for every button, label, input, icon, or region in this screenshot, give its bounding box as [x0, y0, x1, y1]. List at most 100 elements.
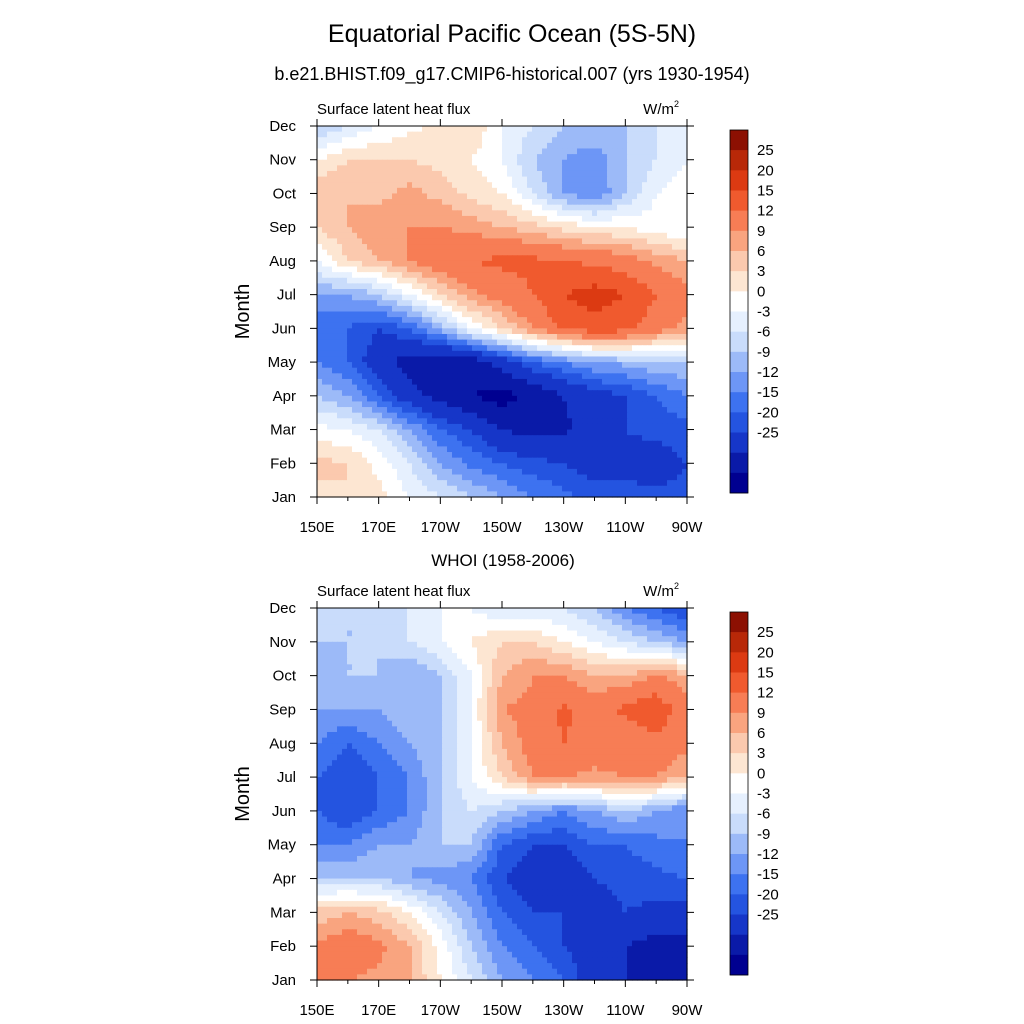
contour-cell — [632, 165, 638, 172]
contour-cell — [532, 210, 538, 217]
contour-cell — [572, 367, 578, 374]
contour-cell — [582, 339, 588, 346]
contour-cell — [517, 468, 523, 476]
contour-cell — [567, 463, 573, 470]
contour-cell — [592, 311, 598, 318]
contour-cell — [317, 165, 323, 172]
contour-cell — [472, 339, 478, 346]
contour-cell — [602, 238, 608, 245]
contour-cell — [502, 249, 508, 256]
contour-cell — [672, 384, 678, 391]
contour-cell — [362, 435, 368, 442]
contour-cell — [587, 390, 593, 397]
contour-cell — [407, 457, 413, 464]
contour-cell — [532, 159, 538, 166]
contour-cell — [437, 266, 443, 273]
contour-cell — [612, 407, 618, 414]
contour-cell — [322, 367, 328, 374]
contour-cell — [412, 423, 418, 431]
contour-cell — [612, 193, 618, 200]
contour-cell — [427, 395, 433, 403]
contour-cell — [627, 170, 633, 178]
contour-cell — [327, 474, 333, 481]
contour-cell — [327, 480, 333, 487]
contour-cell — [682, 423, 688, 431]
contour-cell — [367, 137, 373, 144]
contour-cell — [337, 227, 343, 234]
contour-cell — [552, 395, 558, 403]
contour-cell — [572, 429, 578, 436]
contour-cell — [467, 429, 473, 436]
contour-cell — [457, 232, 463, 240]
contour-cell — [412, 137, 418, 144]
contour-cell — [387, 423, 393, 431]
contour-cell — [482, 199, 488, 206]
contour-cell — [422, 333, 428, 341]
contour-cell — [402, 210, 408, 217]
contour-cell — [467, 204, 473, 211]
contour-cell — [422, 390, 428, 397]
contour-cell — [592, 457, 598, 464]
contour-cell — [347, 333, 353, 341]
contour-cell — [372, 283, 378, 290]
contour-cell — [487, 317, 493, 324]
contour-cell — [672, 244, 678, 251]
contour-cell — [622, 165, 628, 172]
contour-cell — [472, 137, 478, 144]
contour-cell — [392, 210, 398, 217]
contour-cell — [387, 294, 393, 301]
contour-cell — [447, 474, 453, 481]
contour-cell — [392, 322, 398, 329]
contour-cell — [537, 384, 543, 391]
contour-cell — [552, 193, 558, 200]
contour-cell — [447, 165, 453, 172]
contour-cell — [367, 204, 373, 211]
contour-cell — [657, 210, 663, 217]
contour-cell — [682, 255, 688, 262]
contour-cell — [682, 390, 688, 397]
contour-cell — [642, 480, 648, 487]
contour-cell — [652, 289, 658, 296]
contour-cell — [682, 266, 688, 273]
contour-cell — [427, 390, 433, 397]
contour-cell — [457, 300, 463, 307]
contour-cell — [397, 322, 403, 329]
contour-cell — [532, 378, 538, 386]
contour-cell — [532, 345, 538, 352]
contour-cell — [647, 272, 653, 279]
contour-cell — [682, 429, 688, 436]
contour-cell — [327, 395, 333, 403]
contour-cell — [377, 452, 383, 459]
contour-cell — [657, 154, 663, 161]
contour-cell — [582, 294, 588, 301]
contour-cell — [567, 395, 573, 403]
contour-cell — [682, 221, 688, 228]
contour-cell — [447, 378, 453, 386]
contour-cell — [512, 474, 518, 481]
contour-cell — [607, 480, 613, 487]
contour-cell — [367, 390, 373, 397]
contour-cell — [327, 210, 333, 217]
contour-cell — [517, 412, 523, 419]
contour-cell — [512, 272, 518, 279]
contour-cell — [377, 142, 383, 150]
contour-cell — [447, 452, 453, 459]
contour-cell — [532, 232, 538, 240]
contour-cell — [657, 193, 663, 200]
contour-cell — [602, 485, 608, 492]
contour-cell — [357, 232, 363, 240]
contour-cell — [352, 390, 358, 397]
contour-cell — [317, 204, 323, 211]
contour-cell — [512, 204, 518, 211]
contour-cell — [442, 390, 448, 397]
contour-cell — [527, 463, 533, 470]
contour-cell — [362, 283, 368, 290]
contour-cell — [577, 418, 583, 425]
contour-cell — [542, 474, 548, 481]
contour-cell — [412, 435, 418, 442]
contour-cell — [397, 407, 403, 414]
contour-cell — [527, 170, 533, 178]
contour-cell — [607, 317, 613, 324]
contour-cell — [582, 378, 588, 386]
contour-cell — [382, 249, 388, 256]
